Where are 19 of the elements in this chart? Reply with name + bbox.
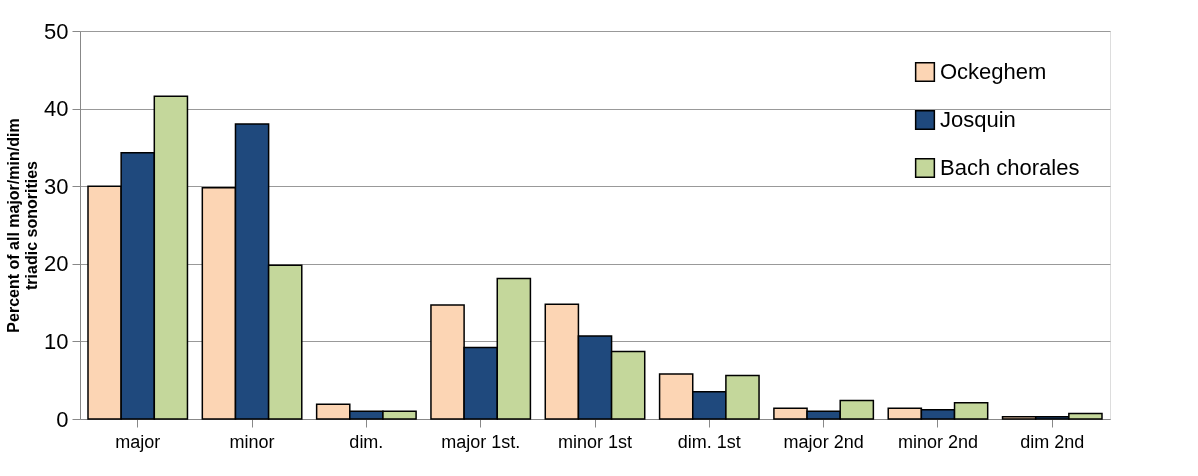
x-tick-label: dim.	[349, 431, 384, 452]
y-tick-label: 20	[44, 251, 69, 277]
x-tick-label: major	[115, 431, 161, 452]
x-tick-label: dim 2nd	[1020, 431, 1085, 452]
legend-label: Ockeghem	[940, 59, 1047, 84]
x-tick-label: minor 2nd	[897, 431, 978, 452]
x-tick-label: major 2nd	[783, 431, 864, 452]
legend-label: Josquin	[940, 107, 1016, 132]
legend-label: Bach chorales	[940, 155, 1080, 180]
y-tick-label: 50	[44, 18, 69, 44]
y-axis-title: Percent of all major/min/dim triadic sonorities	[5, 118, 41, 333]
x-tick-label: minor	[229, 431, 275, 452]
y-tick-label: 40	[44, 96, 69, 122]
y-tick-label: 30	[44, 173, 69, 199]
y-tick-label: 10	[44, 328, 69, 354]
x-tick-label: minor 1st	[557, 431, 633, 452]
y-tick-label: 0	[56, 406, 69, 432]
x-tick-label: major 1st.	[441, 431, 521, 452]
x-tick-label: dim. 1st	[677, 431, 741, 452]
